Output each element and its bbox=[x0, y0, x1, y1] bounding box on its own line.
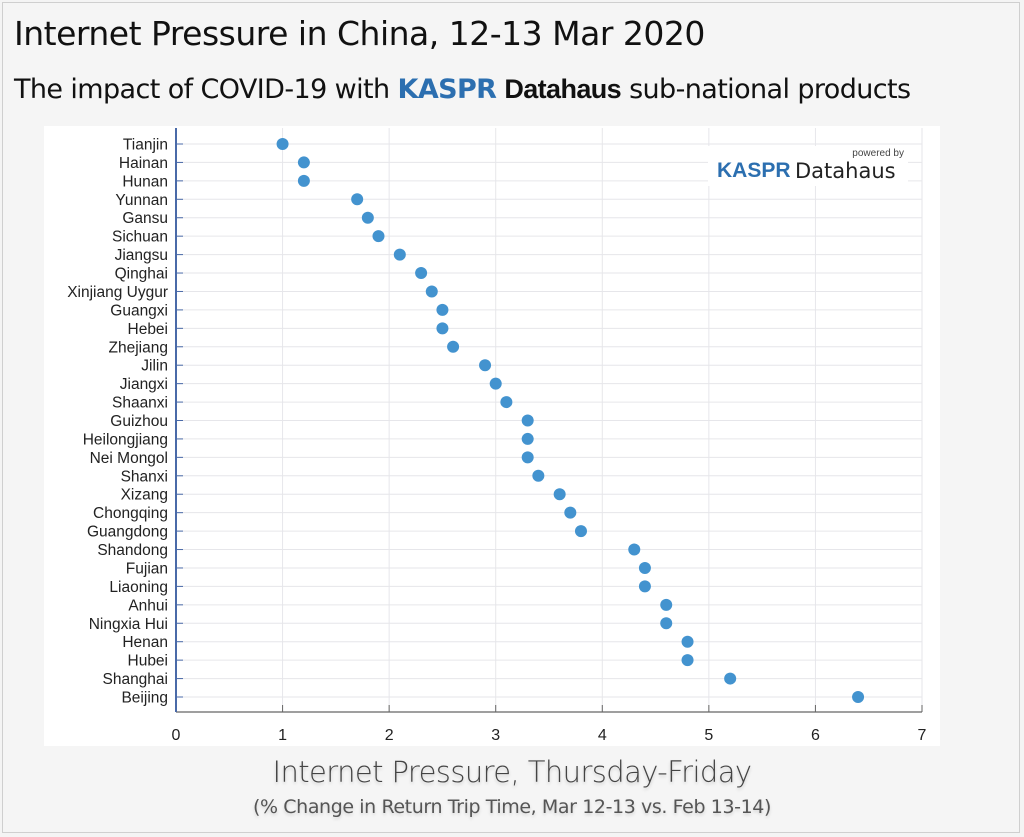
y-tick-label: Nei Mongol bbox=[90, 450, 168, 467]
y-tick-label: Liaoning bbox=[109, 579, 168, 596]
y-tick-label: Zhejiang bbox=[109, 339, 168, 356]
data-point-heilongjiang bbox=[521, 432, 534, 445]
y-tick-label: Xizang bbox=[121, 487, 168, 504]
axes bbox=[175, 128, 923, 713]
y-tick-label: Hainan bbox=[119, 155, 168, 172]
x-tick-label: 0 bbox=[172, 727, 181, 744]
data-point-hainan bbox=[297, 156, 310, 169]
data-point-yunnan bbox=[351, 193, 364, 206]
data-point-zhejiang bbox=[447, 340, 460, 353]
data-point-anhui bbox=[660, 598, 673, 611]
y-tick-label: Sichuan bbox=[112, 229, 168, 246]
gridlines bbox=[176, 128, 923, 712]
y-tick-label: Shanghai bbox=[102, 671, 168, 688]
data-point-nei-mongol bbox=[521, 451, 534, 464]
x-tick-labels: 0 1 2 3 4 5 6 7 bbox=[172, 727, 927, 744]
data-point-shaanxi bbox=[500, 396, 513, 409]
y-tick-label: Jilin bbox=[141, 358, 168, 375]
data-point-hebei bbox=[436, 322, 449, 335]
chart-title: Internet Pressure in China, 12-13 Mar 20… bbox=[14, 14, 705, 53]
x-tick-label: 2 bbox=[385, 727, 394, 744]
data-point-xinjiang-uygur bbox=[425, 285, 438, 298]
data-point-jiangxi bbox=[489, 377, 502, 390]
x-tick-label: 1 bbox=[278, 727, 287, 744]
logo-kaspr: KASPR bbox=[717, 159, 791, 182]
data-point-ningxia-hui bbox=[660, 617, 673, 630]
data-point-sichuan bbox=[372, 230, 385, 243]
data-point-jiangsu bbox=[393, 248, 406, 261]
y-tick-label: Jiangsu bbox=[115, 247, 168, 264]
subtitle-brand-kaspr: KASPR bbox=[397, 74, 497, 105]
x-tick-label: 7 bbox=[918, 727, 927, 744]
data-point-hubei bbox=[681, 654, 694, 667]
y-tick-label: Hebei bbox=[128, 321, 169, 338]
plot-area-background bbox=[44, 126, 940, 746]
chart-subtitle: The impact of COVID-19 with KASPR Dataha… bbox=[14, 74, 911, 105]
x-tick-label: 4 bbox=[598, 727, 607, 744]
y-tick-label: Chongqing bbox=[93, 505, 168, 522]
x-axis-title: Internet Pressure, Thursday-Friday bbox=[272, 755, 753, 789]
data-point-chongqing bbox=[564, 506, 577, 519]
subtitle-suffix: sub-national products bbox=[629, 74, 911, 105]
data-point-gansu bbox=[361, 211, 374, 224]
y-tick-label: Beijing bbox=[121, 690, 168, 707]
data-point-guizhou bbox=[521, 414, 534, 427]
y-tick-label: Guizhou bbox=[110, 413, 168, 430]
data-point-guangxi bbox=[436, 303, 449, 316]
y-tick-label: Shanxi bbox=[121, 468, 168, 485]
y-tick-label: Henan bbox=[122, 634, 168, 651]
y-tick-labels: TianjinHainanHunanYunnanGansuSichuanJian… bbox=[67, 137, 168, 707]
data-point-liaoning bbox=[638, 580, 651, 593]
y-tick-label: Hubei bbox=[128, 653, 169, 670]
y-tick-label: Yunnan bbox=[115, 192, 168, 209]
data-points bbox=[276, 138, 865, 703]
y-tick-label: Heilongjiang bbox=[83, 431, 168, 448]
data-point-shandong bbox=[628, 543, 641, 556]
y-tick-label: Guangxi bbox=[110, 302, 168, 319]
data-point-henan bbox=[681, 635, 694, 648]
y-tick-label: Gansu bbox=[122, 210, 168, 227]
y-tick-label: Shaanxi bbox=[112, 395, 168, 412]
y-tick-label: Tianjin bbox=[123, 137, 168, 154]
data-point-jilin bbox=[479, 359, 492, 372]
data-point-xizang bbox=[553, 488, 566, 501]
y-tick-label: Hunan bbox=[122, 173, 168, 190]
y-tick-label: Ningxia Hui bbox=[89, 616, 168, 633]
y-tick-label: Qinghai bbox=[115, 266, 168, 283]
subtitle-prefix: The impact of COVID-19 with bbox=[14, 74, 390, 105]
data-point-fujian bbox=[638, 561, 651, 574]
y-tick-label: Fujian bbox=[126, 560, 168, 577]
subtitle-brand-datahaus: Datahaus bbox=[504, 74, 622, 104]
x-tick-label: 6 bbox=[811, 727, 820, 744]
x-tick-label: 5 bbox=[704, 727, 713, 744]
data-point-hunan bbox=[297, 174, 310, 187]
data-point-qinghai bbox=[415, 267, 428, 280]
y-tick-label: Anhui bbox=[128, 597, 168, 614]
y-tick-label: Xinjiang Uygur bbox=[67, 284, 168, 301]
x-axis-subtitle: (% Change in Return Trip Time, Mar 12-13… bbox=[253, 796, 771, 818]
logo-datahaus: Datahaus bbox=[795, 159, 896, 183]
y-tick-label: Shandong bbox=[97, 542, 168, 559]
x-tick-label: 3 bbox=[491, 727, 500, 744]
data-point-tianjin bbox=[276, 138, 289, 150]
data-point-shanghai bbox=[724, 672, 737, 685]
y-tick-label: Jiangxi bbox=[120, 376, 168, 393]
y-tick-label: Guangdong bbox=[87, 524, 168, 541]
data-point-shanxi bbox=[532, 469, 545, 482]
logo-powered-by: powered by bbox=[852, 148, 904, 159]
data-point-guangdong bbox=[574, 525, 587, 538]
data-point-beijing bbox=[852, 691, 865, 703]
kaspr-datahaus-logo: powered by KASPR Datahaus bbox=[708, 146, 908, 186]
